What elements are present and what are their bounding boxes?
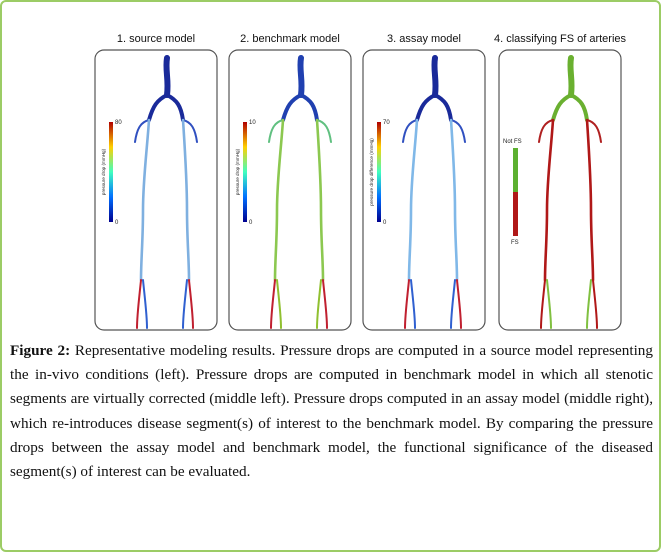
colorbar-min: 0 <box>115 220 119 226</box>
artery-model <box>135 58 197 328</box>
colorbar-min: 0 <box>249 220 253 226</box>
colorbar-max: 10 <box>249 120 256 126</box>
panel: 4. classifying FS of arteries Not FS FS <box>494 33 627 331</box>
colorbar-max: 70 <box>383 120 390 126</box>
panel-title: 2. benchmark model <box>240 33 340 45</box>
panel-frame <box>228 49 352 331</box>
legend-label: FS <box>511 240 519 246</box>
panel-frame <box>94 49 218 331</box>
colorbar-min: 0 <box>383 220 387 226</box>
colorbar-label: pressure drop (mmHg) <box>235 148 240 195</box>
colorbar-label: pressure drop (mmHg) <box>101 148 106 195</box>
legend-swatch <box>513 148 518 192</box>
caption-label: Figure 2: <box>10 342 71 359</box>
caption-text: Representative modeling results. Pressur… <box>10 342 653 481</box>
panel: 2. benchmark model 10 0 pressure drop (m… <box>228 33 352 331</box>
panel: 1. source model 80 0 pressure drop (mmHg… <box>94 33 218 331</box>
colorbar <box>109 122 113 222</box>
artery-model <box>403 58 465 328</box>
panel: 3. assay model 70 0 pressure drop differ… <box>362 33 486 331</box>
panel-frame <box>362 49 486 331</box>
figure: 1. source model 80 0 pressure drop (mmHg… <box>94 33 627 331</box>
colorbar <box>377 122 381 222</box>
legend-label: Not FS <box>503 139 522 145</box>
panel-title: 1. source model <box>117 33 195 45</box>
colorbar-label: pressure drop difference (mmHg) <box>369 138 374 206</box>
colorbar-max: 80 <box>115 120 122 126</box>
legend-swatch <box>513 192 518 236</box>
caption: Figure 2: Representative modeling result… <box>10 339 653 484</box>
panel-frame <box>498 49 622 331</box>
colorbar <box>243 122 247 222</box>
panel-title: 4. classifying FS of arteries <box>494 33 627 45</box>
artery-model <box>539 58 601 328</box>
panel-title: 3. assay model <box>387 33 461 45</box>
artery-model <box>269 58 331 328</box>
